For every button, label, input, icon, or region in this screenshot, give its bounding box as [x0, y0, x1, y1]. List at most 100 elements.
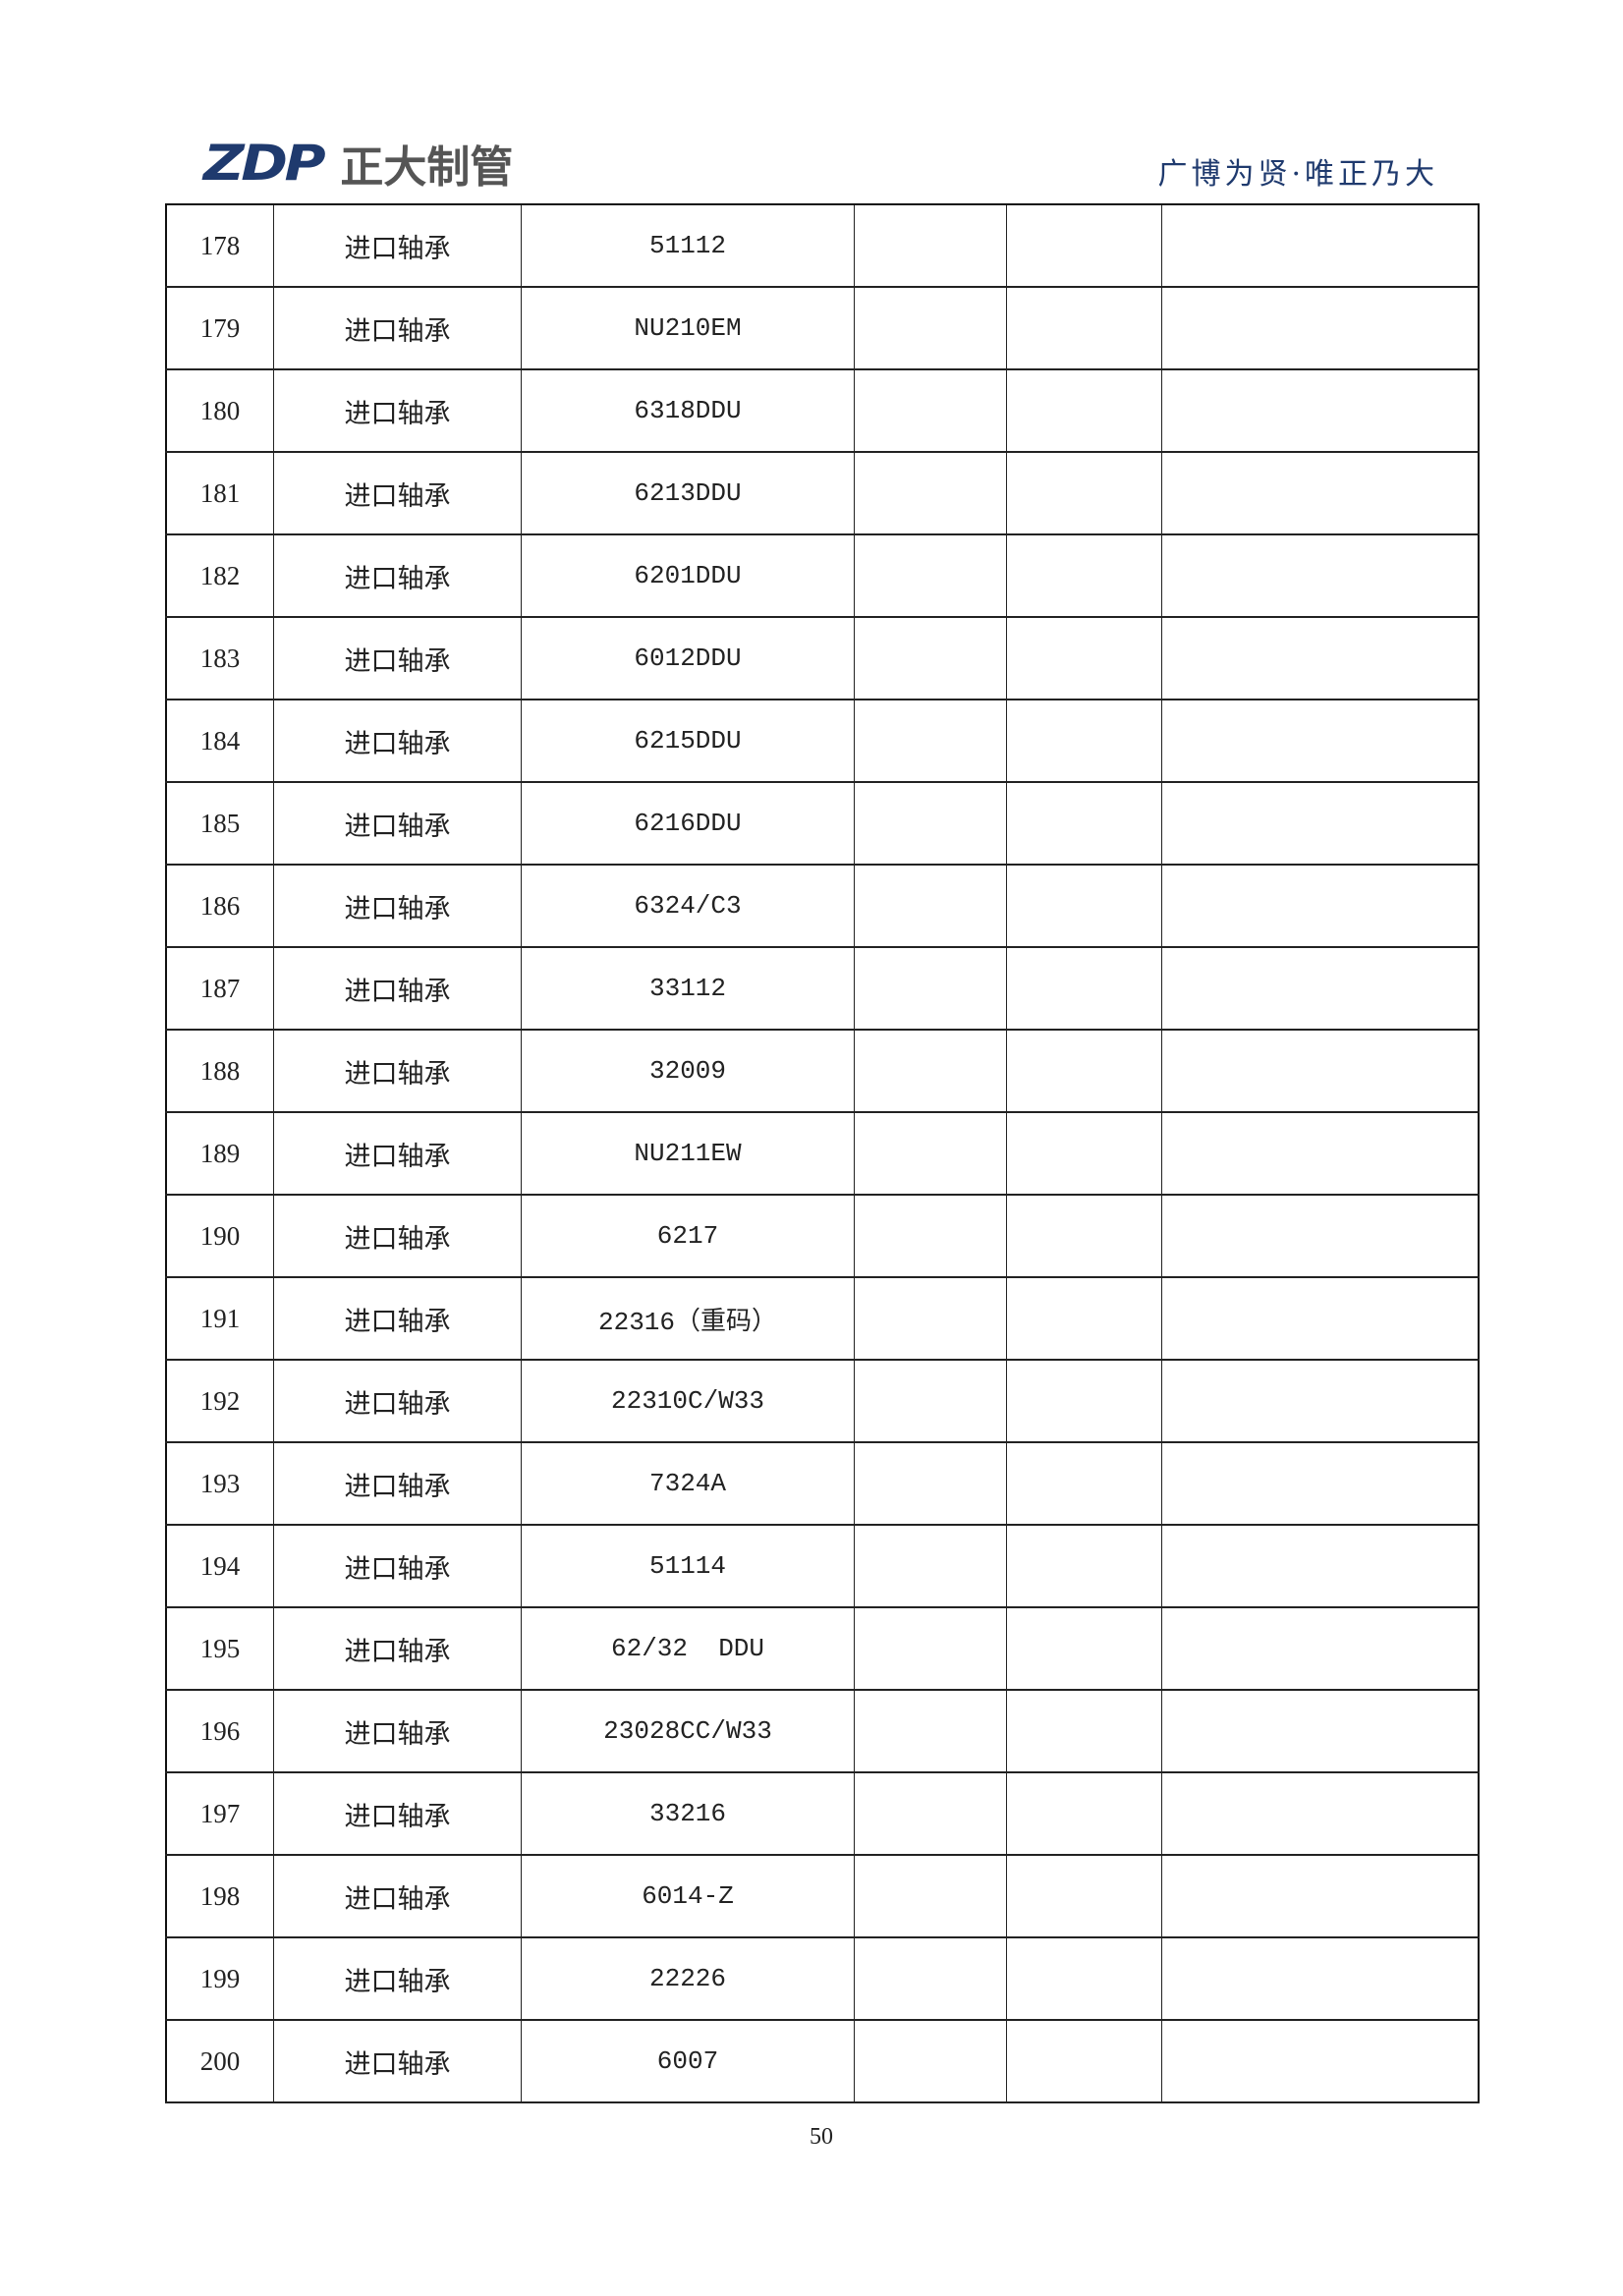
empty-cell — [854, 1854, 1007, 1938]
empty-cell — [1006, 286, 1162, 370]
empty-cell — [854, 1276, 1007, 1361]
model-cell: 6007 — [521, 2019, 855, 2103]
empty-cell — [1006, 1029, 1162, 1113]
item-name-cell: 进口轴承 — [273, 1029, 522, 1113]
table-row: 189 进口轴承 NU211EW — [165, 1111, 1480, 1196]
empty-cell — [854, 616, 1007, 700]
row-number-cell: 184 — [165, 699, 274, 783]
empty-cell — [854, 533, 1007, 618]
row-number-cell: 200 — [165, 2019, 274, 2103]
empty-cell — [1161, 203, 1480, 288]
logo-mark: ZDP — [203, 135, 326, 192]
item-name-cell: 进口轴承 — [273, 699, 522, 783]
table-row: 190 进口轴承 6217 — [165, 1194, 1480, 1278]
empty-cell — [1161, 368, 1480, 453]
model-cell: 7324A — [521, 1441, 855, 1526]
empty-cell — [1006, 864, 1162, 948]
empty-cell — [1161, 533, 1480, 618]
model-cell: 6213DDU — [521, 451, 855, 535]
item-name-cell: 进口轴承 — [273, 203, 522, 288]
table-row: 188 进口轴承 32009 — [165, 1029, 1480, 1113]
empty-cell — [1006, 1524, 1162, 1608]
model-cell: 6324/C3 — [521, 864, 855, 948]
item-name-cell: 进口轴承 — [273, 946, 522, 1031]
table-row: 191 进口轴承 22316（重码） — [165, 1276, 1480, 1361]
empty-cell — [1006, 1194, 1162, 1278]
item-name-cell: 进口轴承 — [273, 2019, 522, 2103]
table-row: 178 进口轴承 51112 — [165, 203, 1480, 288]
empty-cell — [854, 1029, 1007, 1113]
empty-cell — [854, 1111, 1007, 1196]
empty-cell — [854, 1194, 1007, 1278]
table-row: 185 进口轴承 6216DDU — [165, 781, 1480, 866]
model-cell: 51114 — [521, 1524, 855, 1608]
row-number-cell: 198 — [165, 1854, 274, 1938]
empty-cell — [854, 1359, 1007, 1443]
row-number-cell: 195 — [165, 1606, 274, 1691]
row-number-cell: 187 — [165, 946, 274, 1031]
row-number-cell: 199 — [165, 1936, 274, 2021]
row-number-cell: 191 — [165, 1276, 274, 1361]
item-name-cell: 进口轴承 — [273, 368, 522, 453]
model-cell: 6201DDU — [521, 533, 855, 618]
item-name-cell: 进口轴承 — [273, 1771, 522, 1856]
empty-cell — [854, 1606, 1007, 1691]
model-cell: 51112 — [521, 203, 855, 288]
empty-cell — [1006, 781, 1162, 866]
empty-cell — [1006, 451, 1162, 535]
model-cell: 23028CC/W33 — [521, 1689, 855, 1773]
item-name-cell: 进口轴承 — [273, 616, 522, 700]
row-number-cell: 186 — [165, 864, 274, 948]
row-number-cell: 185 — [165, 781, 274, 866]
bearing-table: 178 进口轴承 51112 179 进口轴承 NU210EM 180 进口轴承 6318DDU… — [165, 203, 1480, 2103]
row-number-cell: 192 — [165, 1359, 274, 1443]
empty-cell — [854, 1441, 1007, 1526]
empty-cell — [1161, 1194, 1480, 1278]
row-number-cell: 196 — [165, 1689, 274, 1773]
item-name-cell: 进口轴承 — [273, 1936, 522, 2021]
empty-cell — [1161, 1359, 1480, 1443]
empty-cell — [1161, 1441, 1480, 1526]
item-name-cell: 进口轴承 — [273, 1441, 522, 1526]
empty-cell — [854, 1689, 1007, 1773]
empty-cell — [1161, 864, 1480, 948]
page-number: 50 — [810, 2124, 833, 2150]
empty-cell — [854, 286, 1007, 370]
model-cell: NU211EW — [521, 1111, 855, 1196]
model-cell: NU210EM — [521, 286, 855, 370]
table-row: 180 进口轴承 6318DDU — [165, 368, 1480, 453]
empty-cell — [1161, 1771, 1480, 1856]
model-cell: 6215DDU — [521, 699, 855, 783]
model-cell: 22310C/W33 — [521, 1359, 855, 1443]
item-name-cell: 进口轴承 — [273, 1689, 522, 1773]
model-cell: 22316（重码） — [521, 1276, 855, 1361]
row-number-cell: 194 — [165, 1524, 274, 1608]
empty-cell — [1006, 1936, 1162, 2021]
empty-cell — [1006, 1606, 1162, 1691]
company-motto: 广博为贤·唯正乃大 — [1157, 157, 1438, 192]
empty-cell — [854, 699, 1007, 783]
model-cell: 33216 — [521, 1771, 855, 1856]
table-row: 197 进口轴承 33216 — [165, 1771, 1480, 1856]
table-row: 184 进口轴承 6215DDU — [165, 699, 1480, 783]
model-cell: 6318DDU — [521, 368, 855, 453]
empty-cell — [1006, 2019, 1162, 2103]
empty-cell — [1161, 1936, 1480, 2021]
table-row: 186 进口轴承 6324/C3 — [165, 864, 1480, 948]
item-name-cell: 进口轴承 — [273, 286, 522, 370]
item-name-cell: 进口轴承 — [273, 1111, 522, 1196]
model-cell: 22226 — [521, 1936, 855, 2021]
empty-cell — [1161, 1689, 1480, 1773]
table-row: 183 进口轴承 6012DDU — [165, 616, 1480, 700]
empty-cell — [854, 864, 1007, 948]
empty-cell — [1161, 1111, 1480, 1196]
empty-cell — [1161, 1276, 1480, 1361]
item-name-cell: 进口轴承 — [273, 1276, 522, 1361]
empty-cell — [1161, 2019, 1480, 2103]
empty-cell — [1161, 1029, 1480, 1113]
item-name-cell: 进口轴承 — [273, 1524, 522, 1608]
item-name-cell: 进口轴承 — [273, 533, 522, 618]
model-cell: 6012DDU — [521, 616, 855, 700]
model-cell: 6217 — [521, 1194, 855, 1278]
empty-cell — [854, 946, 1007, 1031]
